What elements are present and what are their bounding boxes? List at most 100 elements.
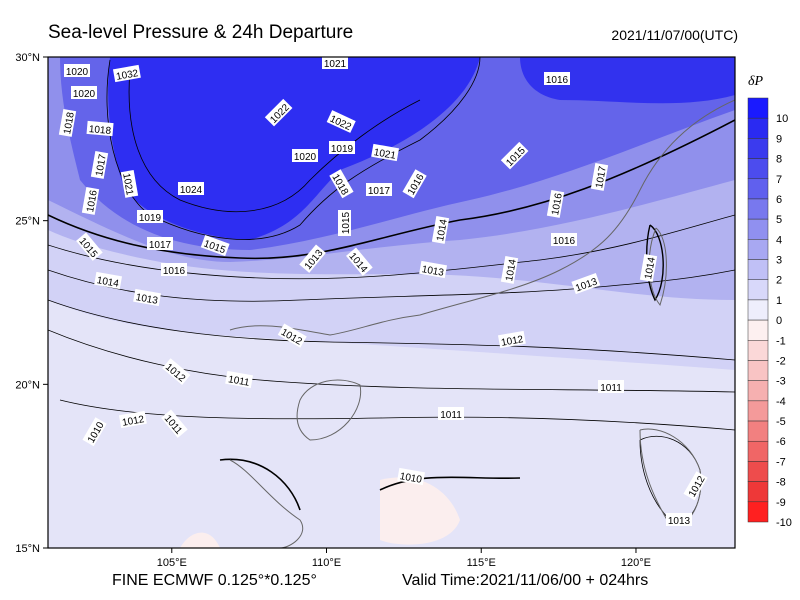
contour-label: 1012 [497, 330, 526, 349]
contour-label: 1018 [86, 120, 114, 137]
contour-label: 1019 [137, 210, 163, 224]
legend-label: 7 [776, 174, 782, 186]
legend-swatch [747, 501, 769, 523]
lat-label: 25°N [15, 216, 40, 228]
svg-text:1016: 1016 [553, 236, 576, 247]
legend-swatch [747, 279, 769, 301]
legend-swatch [747, 461, 769, 482]
legend-swatch [747, 420, 769, 442]
legend-swatch [747, 198, 769, 220]
axis-ticks: 30°N 25°N 20°N 15°N 105°E 110°E 115°E 120°E [15, 52, 651, 569]
legend-swatch [747, 117, 769, 139]
contour-label: 1016 [544, 72, 570, 86]
legend-swatch [747, 360, 769, 381]
contour-label: 1016 [546, 189, 565, 218]
legend-label: -2 [776, 355, 786, 367]
contour-label: 1013 [419, 260, 448, 279]
legend-label: 3 [776, 255, 782, 267]
svg-text:1014: 1014 [504, 258, 519, 282]
svg-text:1013: 1013 [421, 264, 445, 279]
legend-swatch [747, 400, 769, 422]
svg-text:1021: 1021 [324, 59, 347, 70]
svg-text:1016: 1016 [163, 266, 186, 277]
valid-time: Valid Time:2021/11/06/00 + 024hrs [402, 572, 649, 589]
svg-text:1020: 1020 [73, 89, 96, 100]
contour-label: 1019 [329, 141, 355, 155]
contour-label: 1013 [666, 513, 692, 527]
svg-text:1018: 1018 [62, 111, 77, 135]
legend-label: 9 [776, 133, 782, 145]
taiwan-coast [648, 227, 667, 307]
contour-label: 1020 [64, 64, 90, 78]
lon-label: 120°E [621, 557, 651, 569]
lon-label: 110°E [312, 557, 341, 569]
legend-swatch [747, 440, 769, 462]
contour-label: 1016 [161, 263, 187, 277]
lat-label: 15°N [15, 543, 40, 555]
legend-label: -5 [776, 416, 786, 428]
contour-label: 1017 [147, 237, 173, 251]
contour-label: 1010 [397, 467, 426, 486]
lat-label: 30°N [15, 52, 40, 64]
contour-label: 1014 [431, 215, 450, 244]
svg-text:1014: 1014 [643, 256, 658, 280]
legend-label: 0 [776, 315, 782, 327]
contour-label: 1021 [120, 169, 139, 198]
svg-text:1017: 1017 [594, 165, 609, 189]
svg-text:1016: 1016 [546, 75, 569, 86]
legend-label: -9 [776, 497, 786, 509]
svg-text:1016: 1016 [85, 189, 100, 213]
contour-label: 1021 [322, 57, 348, 70]
svg-text:1019: 1019 [139, 213, 162, 224]
analysis-datetime: 2021/11/07/00(UTC) [611, 27, 738, 43]
legend-swatch [747, 340, 769, 361]
svg-text:1011: 1011 [440, 410, 462, 421]
legend-swatch [747, 97, 769, 119]
lon-label: 115°E [467, 557, 496, 569]
legend-label: -1 [776, 335, 786, 347]
luzon-coast [639, 428, 702, 526]
svg-text:1014: 1014 [96, 275, 120, 290]
svg-text:1011: 1011 [227, 374, 251, 389]
svg-text:1021: 1021 [373, 147, 397, 162]
legend-swatch [747, 299, 769, 321]
legend-label: 10 [776, 113, 788, 125]
legend-label: 5 [776, 214, 782, 226]
legend-label: -8 [776, 477, 786, 489]
map-frame [47, 56, 736, 549]
contour-label: 1015 [338, 210, 352, 236]
svg-text:1017: 1017 [368, 186, 391, 197]
legend-label: 8 [776, 154, 782, 166]
contour-label: 1017 [366, 183, 392, 197]
svg-text:1012: 1012 [500, 334, 524, 349]
legend-label: -6 [776, 436, 786, 448]
svg-text:1010: 1010 [399, 471, 423, 486]
contour-label: 1020 [292, 149, 318, 163]
contour-label: 1014 [639, 253, 658, 282]
contour-label: 1011 [225, 370, 254, 389]
legend-swatch [747, 481, 769, 503]
contour-label: 1016 [81, 186, 100, 215]
contour-label: 1024 [178, 182, 204, 196]
contour-label: 1012 [118, 410, 147, 429]
legend-swatch [747, 178, 769, 200]
svg-text:1021: 1021 [120, 172, 135, 196]
svg-text:1020: 1020 [66, 67, 89, 78]
legend-label: 6 [776, 194, 782, 206]
legend-label: -4 [776, 396, 786, 408]
contour-label: 1011 [598, 380, 624, 394]
svg-text:1032: 1032 [115, 68, 139, 83]
svg-text:1019: 1019 [331, 144, 354, 155]
contour-label: 1011 [438, 407, 464, 421]
hainan-coast [296, 379, 362, 441]
coastline [229, 99, 735, 548]
vietnam-coast [229, 459, 303, 548]
svg-text:1014: 1014 [435, 218, 450, 242]
svg-text:1013: 1013 [668, 516, 691, 527]
svg-text:1016: 1016 [550, 192, 565, 216]
legend-label: 1 [776, 295, 782, 307]
legend-label: -7 [776, 456, 786, 468]
